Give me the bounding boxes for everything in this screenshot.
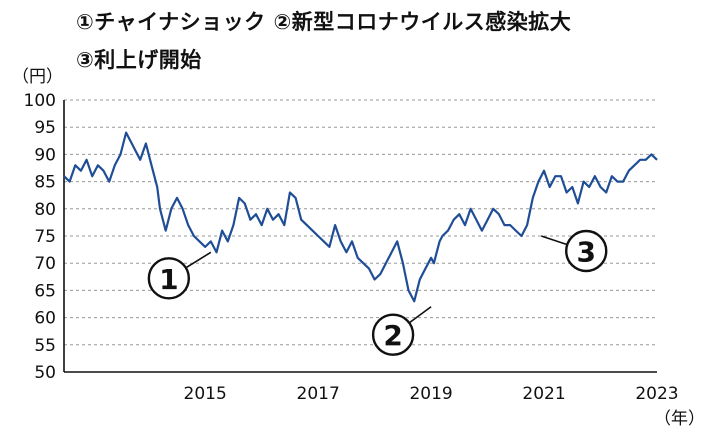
callout-3: 3 [540, 229, 608, 273]
callout-1: 1 [147, 251, 212, 300]
callout-label: 3 [576, 236, 595, 269]
callout-circle [371, 313, 415, 356]
gridlines [63, 99, 657, 373]
y-tick-label: 60 [34, 309, 56, 329]
callout-circle [147, 257, 191, 300]
y-tick-label: 90 [34, 145, 56, 165]
y-tick-label: 100 [24, 91, 56, 111]
y-tick-label: 55 [34, 336, 56, 356]
callout-label: 2 [383, 319, 402, 352]
annotations: 1 2 3 [147, 229, 608, 356]
x-axis-unit: （年） [654, 409, 705, 429]
chart-title-line-2: ③利上げ開始 [76, 48, 202, 72]
x-tick-label: 2019 [409, 384, 452, 404]
y-tick-labels: 50 55 60 65 70 75 80 85 90 95 100 [24, 91, 56, 383]
y-tick-label: 85 [34, 173, 56, 193]
y-tick-label: 50 [34, 363, 56, 383]
y-tick-label: 65 [34, 281, 56, 301]
callout-circle [565, 229, 608, 273]
chart-title-line-1: ①チャイナショック ②新型コロナウイルス感染拡大 [76, 10, 572, 34]
series-line [63, 131, 658, 303]
y-tick-label: 75 [34, 227, 56, 247]
callout-leader [540, 235, 568, 246]
y-tick-label: 70 [34, 254, 56, 274]
series-layer [63, 131, 658, 303]
callout-leader [408, 306, 432, 324]
x-tick-label: 2023 [635, 384, 678, 404]
y-axis-unit: （円） [12, 67, 63, 87]
callout-leader [185, 251, 212, 269]
x-tick-label: 2021 [522, 384, 565, 404]
x-tick-labels: 2015 2017 2019 2021 2023 [184, 384, 679, 404]
y-tick-label: 80 [34, 200, 56, 220]
x-tick-label: 2017 [297, 384, 340, 404]
x-tick-label: 2015 [184, 384, 227, 404]
y-tick-label: 95 [34, 118, 56, 138]
callout-2: 2 [371, 306, 432, 356]
callout-label: 1 [159, 263, 178, 296]
